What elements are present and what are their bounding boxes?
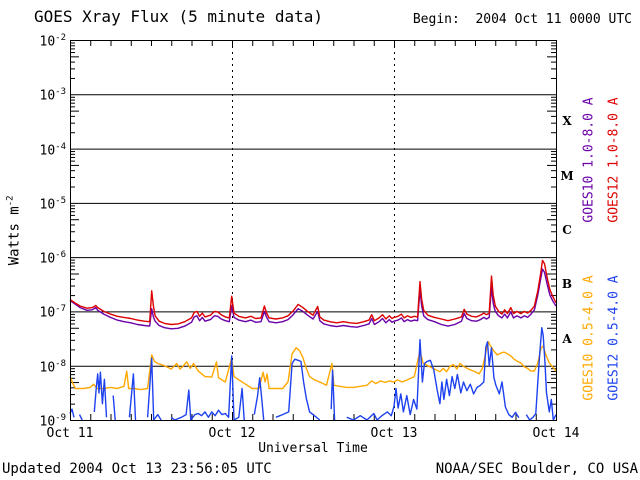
x-tick-label: Oct 12 <box>208 426 256 441</box>
x-tick-label: Oct 14 <box>532 426 580 441</box>
updated-timestamp: Updated 2004 Oct 13 23:56:05 UTC <box>2 461 272 477</box>
x-axis-title: Universal Time <box>258 441 368 456</box>
flare-class-c: C <box>562 223 572 237</box>
y-tick-label: 10-5 <box>39 195 67 213</box>
series-goes10-1-0-8-0-a <box>69 268 557 330</box>
begin-timestamp: Begin: 2004 Oct 11 0000 UTC <box>412 12 632 27</box>
series-goes12-0-5-4-0-a <box>69 327 557 421</box>
x-tick-label: Oct 13 <box>370 426 418 441</box>
plot-border <box>70 40 557 421</box>
y-tick-label: 10-6 <box>39 250 67 267</box>
y-tick-label: 10-3 <box>39 87 67 104</box>
y-tick-label: 10-9 <box>39 413 67 430</box>
legend-goes10-short: GOES10 0.5-4.0 A <box>581 275 597 401</box>
flare-class-m: M <box>560 168 574 183</box>
y-tick-label: 10-7 <box>39 304 67 321</box>
y-axis-title: Watts m-2 <box>5 195 23 266</box>
source-credit: NOAA/SEC Boulder, CO USA <box>435 461 638 477</box>
legend-goes12-long: GOES12 1.0-8.0 A <box>606 97 622 223</box>
page-title: GOES Xray Flux (5 minute data) <box>34 7 323 26</box>
series-goes12-1-0-8-0-a <box>69 259 557 326</box>
y-tick-label: 10-8 <box>39 358 67 376</box>
x-tick-label: Oct 11 <box>46 426 94 441</box>
legend-goes12-short: GOES12 0.5-4.0 A <box>606 275 622 401</box>
flare-class-a: A <box>562 331 572 346</box>
flare-class-x: X <box>562 114 572 129</box>
y-tick-label: 10-4 <box>39 141 67 158</box>
flare-class-b: B <box>561 277 573 292</box>
y-tick-label: 10-2 <box>39 33 67 50</box>
legend-goes10-long: GOES10 1.0-8.0 A <box>581 97 597 223</box>
